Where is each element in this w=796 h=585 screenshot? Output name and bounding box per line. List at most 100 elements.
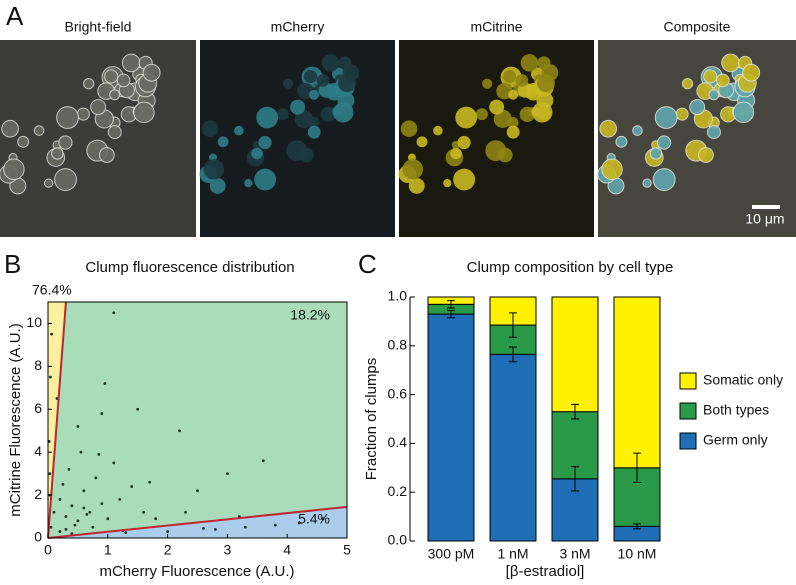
cell xyxy=(51,147,64,160)
point xyxy=(154,517,158,521)
cell xyxy=(599,119,618,138)
point xyxy=(79,450,83,454)
cell xyxy=(256,106,279,129)
micrograph-title: Bright-field xyxy=(65,19,132,35)
cell xyxy=(342,64,360,82)
cell xyxy=(489,99,505,115)
x-tick-label: 3 xyxy=(224,542,232,558)
cell xyxy=(33,125,45,136)
x-tick-label: 2 xyxy=(164,542,172,558)
cell xyxy=(654,106,678,129)
error-bar xyxy=(447,309,455,319)
cell xyxy=(316,74,330,87)
y-tick-label: 0.4 xyxy=(388,434,408,450)
y-axis-label: Fraction of clumps xyxy=(363,358,380,481)
cell xyxy=(698,147,714,163)
cell xyxy=(109,89,121,101)
point xyxy=(50,332,53,336)
cell xyxy=(689,99,706,116)
cell xyxy=(320,106,336,122)
point xyxy=(124,531,128,535)
bar-segment xyxy=(613,296,661,469)
cell xyxy=(632,125,643,136)
cell xyxy=(402,159,424,180)
legend-label: Both types xyxy=(703,402,769,418)
cell xyxy=(681,78,694,90)
cell xyxy=(532,102,553,123)
y-tick-label: 1.0 xyxy=(388,288,408,304)
cell xyxy=(519,106,535,122)
point xyxy=(70,532,74,536)
micrograph-title: Composite xyxy=(664,19,731,35)
cell xyxy=(742,63,761,82)
y-tick-label: 0.6 xyxy=(388,385,408,401)
point xyxy=(100,412,104,415)
cell xyxy=(503,69,517,84)
point xyxy=(76,519,80,523)
panel-label: C xyxy=(358,249,377,279)
cell xyxy=(450,147,462,160)
cell xyxy=(298,147,314,163)
cell xyxy=(703,69,718,84)
cell xyxy=(307,125,321,139)
cell xyxy=(433,125,443,136)
cell xyxy=(457,135,471,150)
cell xyxy=(142,63,161,82)
x-tick-label: 4 xyxy=(283,542,291,558)
micrograph-title: mCitrine xyxy=(470,19,522,35)
region xyxy=(48,302,347,538)
y-tick-label: 0 xyxy=(34,529,42,545)
y-axis-label: mCitrine Fluorescence (A.U.) xyxy=(7,323,24,516)
cell xyxy=(258,135,272,150)
cell xyxy=(601,158,623,181)
error-bar xyxy=(633,523,641,530)
bar-segment xyxy=(427,313,475,542)
cell xyxy=(283,78,294,89)
micrograph xyxy=(0,40,196,237)
y-tick-label: 0.0 xyxy=(388,532,408,548)
cell xyxy=(453,168,476,191)
cell xyxy=(83,78,95,90)
cell xyxy=(443,179,452,188)
point xyxy=(97,452,101,456)
legend-label: Germ only xyxy=(703,432,768,448)
cell xyxy=(652,168,676,192)
point xyxy=(85,513,89,516)
cell xyxy=(321,54,340,72)
point xyxy=(67,467,71,471)
cell xyxy=(209,177,226,194)
point xyxy=(130,485,134,488)
panel-label: A xyxy=(6,1,24,31)
cell xyxy=(254,168,277,191)
point xyxy=(196,489,199,493)
x-tick-label: 1 nM xyxy=(497,546,528,562)
cell xyxy=(309,89,320,100)
point xyxy=(73,523,77,527)
micrograph xyxy=(399,40,594,237)
point xyxy=(91,525,95,529)
point xyxy=(112,461,116,465)
point xyxy=(261,459,265,463)
point xyxy=(142,510,146,514)
point xyxy=(49,525,53,529)
point xyxy=(273,523,277,527)
cell xyxy=(133,101,155,124)
cell xyxy=(1,119,19,138)
point xyxy=(48,375,52,379)
point xyxy=(243,525,247,529)
cell xyxy=(17,135,30,148)
cell xyxy=(497,147,513,163)
point xyxy=(148,480,152,484)
point xyxy=(106,517,110,521)
cell xyxy=(304,69,318,84)
point xyxy=(88,510,92,514)
cell xyxy=(98,147,115,163)
legend-swatch xyxy=(679,402,697,420)
point xyxy=(136,407,140,411)
point xyxy=(48,472,52,476)
cell xyxy=(333,102,354,123)
cell xyxy=(506,125,520,139)
scale-bar-label: 10 μm xyxy=(745,211,784,227)
axes-frame xyxy=(47,301,348,539)
